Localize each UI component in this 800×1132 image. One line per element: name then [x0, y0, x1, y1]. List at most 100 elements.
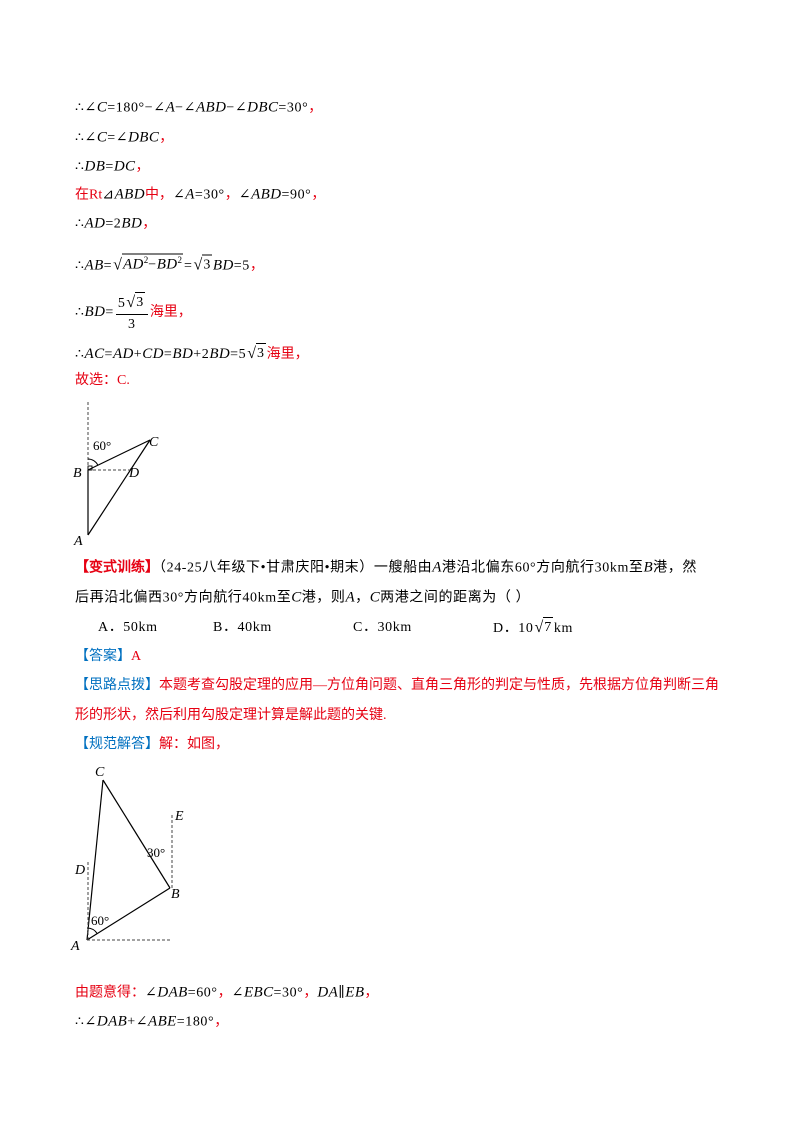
radical-sign: √ [534, 619, 544, 636]
side-ac [87, 439, 151, 536]
math-variable: BD [172, 346, 194, 362]
text: ∴ [75, 216, 85, 232]
side-bc [87, 439, 151, 471]
text: = [105, 305, 114, 321]
math-variable: A [185, 186, 195, 203]
radical: √ 7 [535, 617, 553, 636]
red-text: ， [303, 985, 318, 1001]
side-ab [86, 887, 171, 941]
text: C．30km [353, 620, 412, 635]
text: km [553, 621, 573, 636]
text: ∠ [238, 187, 252, 203]
text: 后再沿北偏西30°方向航行40km至 [75, 590, 292, 606]
text: （24-25八年级下•甘肃庆阳•期末）一艘船由 [159, 560, 433, 576]
radical: √ 3 [126, 292, 145, 311]
red-text: ， [214, 1014, 229, 1030]
text: 5 [117, 296, 126, 311]
choice-option-d: D．10 √ 7 km [493, 617, 573, 639]
text: =∠ [107, 130, 129, 146]
document-line-12: 【答案】A [75, 647, 141, 667]
point-label-e: E [174, 809, 184, 824]
text: 港，然 [653, 560, 697, 576]
text: + [133, 347, 143, 362]
text: A．50km [98, 620, 158, 635]
math-variable: AD [84, 215, 106, 232]
document-line-8: ∴AC=AD+CD=BD+2BD=5 √ 3 海里， [75, 343, 309, 365]
text: =60° [187, 985, 218, 1001]
red-text: ， [142, 216, 157, 232]
figure-2-triangle-diagram: C E 30° D B 60° A [70, 765, 184, 954]
text: = [184, 258, 193, 274]
document-line-6: ∴AB= √ AD2−BD2 = √ 3 BD=5， [75, 253, 264, 277]
text: =2 [105, 216, 122, 232]
blue-label: 【思路点拨】 [75, 678, 159, 693]
red-text: 中， [144, 187, 173, 203]
text: ∥ [338, 985, 346, 1001]
text: =180° [176, 1014, 215, 1030]
red-text: ， [249, 258, 264, 274]
math-variable: B [643, 559, 654, 576]
document-line-1: ∴∠C=180°−∠A−∠ABD−∠DBC=30°， [75, 98, 322, 119]
red-text: 海里， [266, 347, 309, 362]
red-text: 由题意得： [75, 985, 145, 1001]
fraction: 5 √ 3 3 [115, 292, 148, 334]
blue-label: 【规范解答】 [75, 737, 159, 752]
choice-option-b: B．40km [213, 618, 272, 638]
point-label-d: D [128, 466, 139, 481]
text: 3 [128, 317, 136, 332]
radicand: 3 [256, 343, 266, 362]
text: 港沿北偏东60°方向航行30km至 [441, 560, 644, 576]
text: ∠ [145, 985, 158, 1001]
numerator: 5 √ 3 [115, 292, 148, 315]
radical-sign: √ [126, 294, 136, 311]
radical-sign: √ [193, 256, 203, 274]
text: +∠ [127, 1014, 149, 1030]
text: ∴ [75, 258, 85, 274]
math-variable: AC [84, 346, 105, 362]
right-angle-mark [87, 465, 93, 471]
text: ∴ [75, 347, 85, 362]
angle-arc-a [86, 927, 98, 934]
math-variable: DBC [247, 99, 279, 116]
document-line-11: 后再沿北偏西30°方向航行40km至C港，则A，C两港之间的距离为（ ） [75, 588, 530, 609]
math-variable: CD [142, 346, 164, 362]
red-text: ， [311, 187, 326, 203]
red-text: ， [159, 130, 174, 146]
text: =180°−∠ [107, 100, 166, 116]
radicand: 3 [135, 292, 145, 311]
math-variable: BD [209, 346, 231, 362]
radical: √ 3 [247, 343, 266, 362]
text: ∴∠ [75, 130, 97, 146]
radical: √ 3 [193, 254, 212, 274]
text: = [105, 159, 114, 175]
math-variable: BD [84, 304, 106, 321]
document-line-3: ∴DB=DC， [75, 157, 149, 178]
angle-arc [87, 458, 99, 466]
text: +2 [193, 347, 210, 362]
point-label-c: C [149, 435, 159, 450]
math-variable: DBC [128, 129, 160, 146]
text: 3 [203, 257, 211, 273]
document-line-15: 【规范解答】解：如图， [75, 735, 229, 755]
text: ∠ [172, 187, 186, 203]
text: −∠ [226, 100, 248, 116]
text: = [103, 258, 113, 274]
text: 港，则 [301, 590, 346, 606]
point-label-d: D [74, 863, 85, 878]
math-variable: ABD [114, 186, 145, 203]
math-variable: DB [84, 158, 106, 175]
red-text: 本题考查勾股定理的应用—方位角问题、直角三角形的判定与性质，先根据方位角判断三角 [159, 678, 719, 693]
red-text: ， [308, 100, 323, 116]
text: D．10 [493, 621, 534, 636]
text: −∠ [175, 100, 196, 116]
red-text: 海里， [149, 305, 192, 321]
text: 7 [544, 620, 552, 635]
math-variable: C [291, 589, 302, 606]
math-variable: A [432, 559, 442, 576]
math-variable: C [96, 99, 108, 116]
math-variable: A [345, 589, 356, 606]
radicand: 3 [202, 254, 212, 274]
math-variable: DC [113, 158, 136, 175]
point-label-a: A [73, 534, 83, 549]
math-variable: EB [345, 984, 365, 1001]
